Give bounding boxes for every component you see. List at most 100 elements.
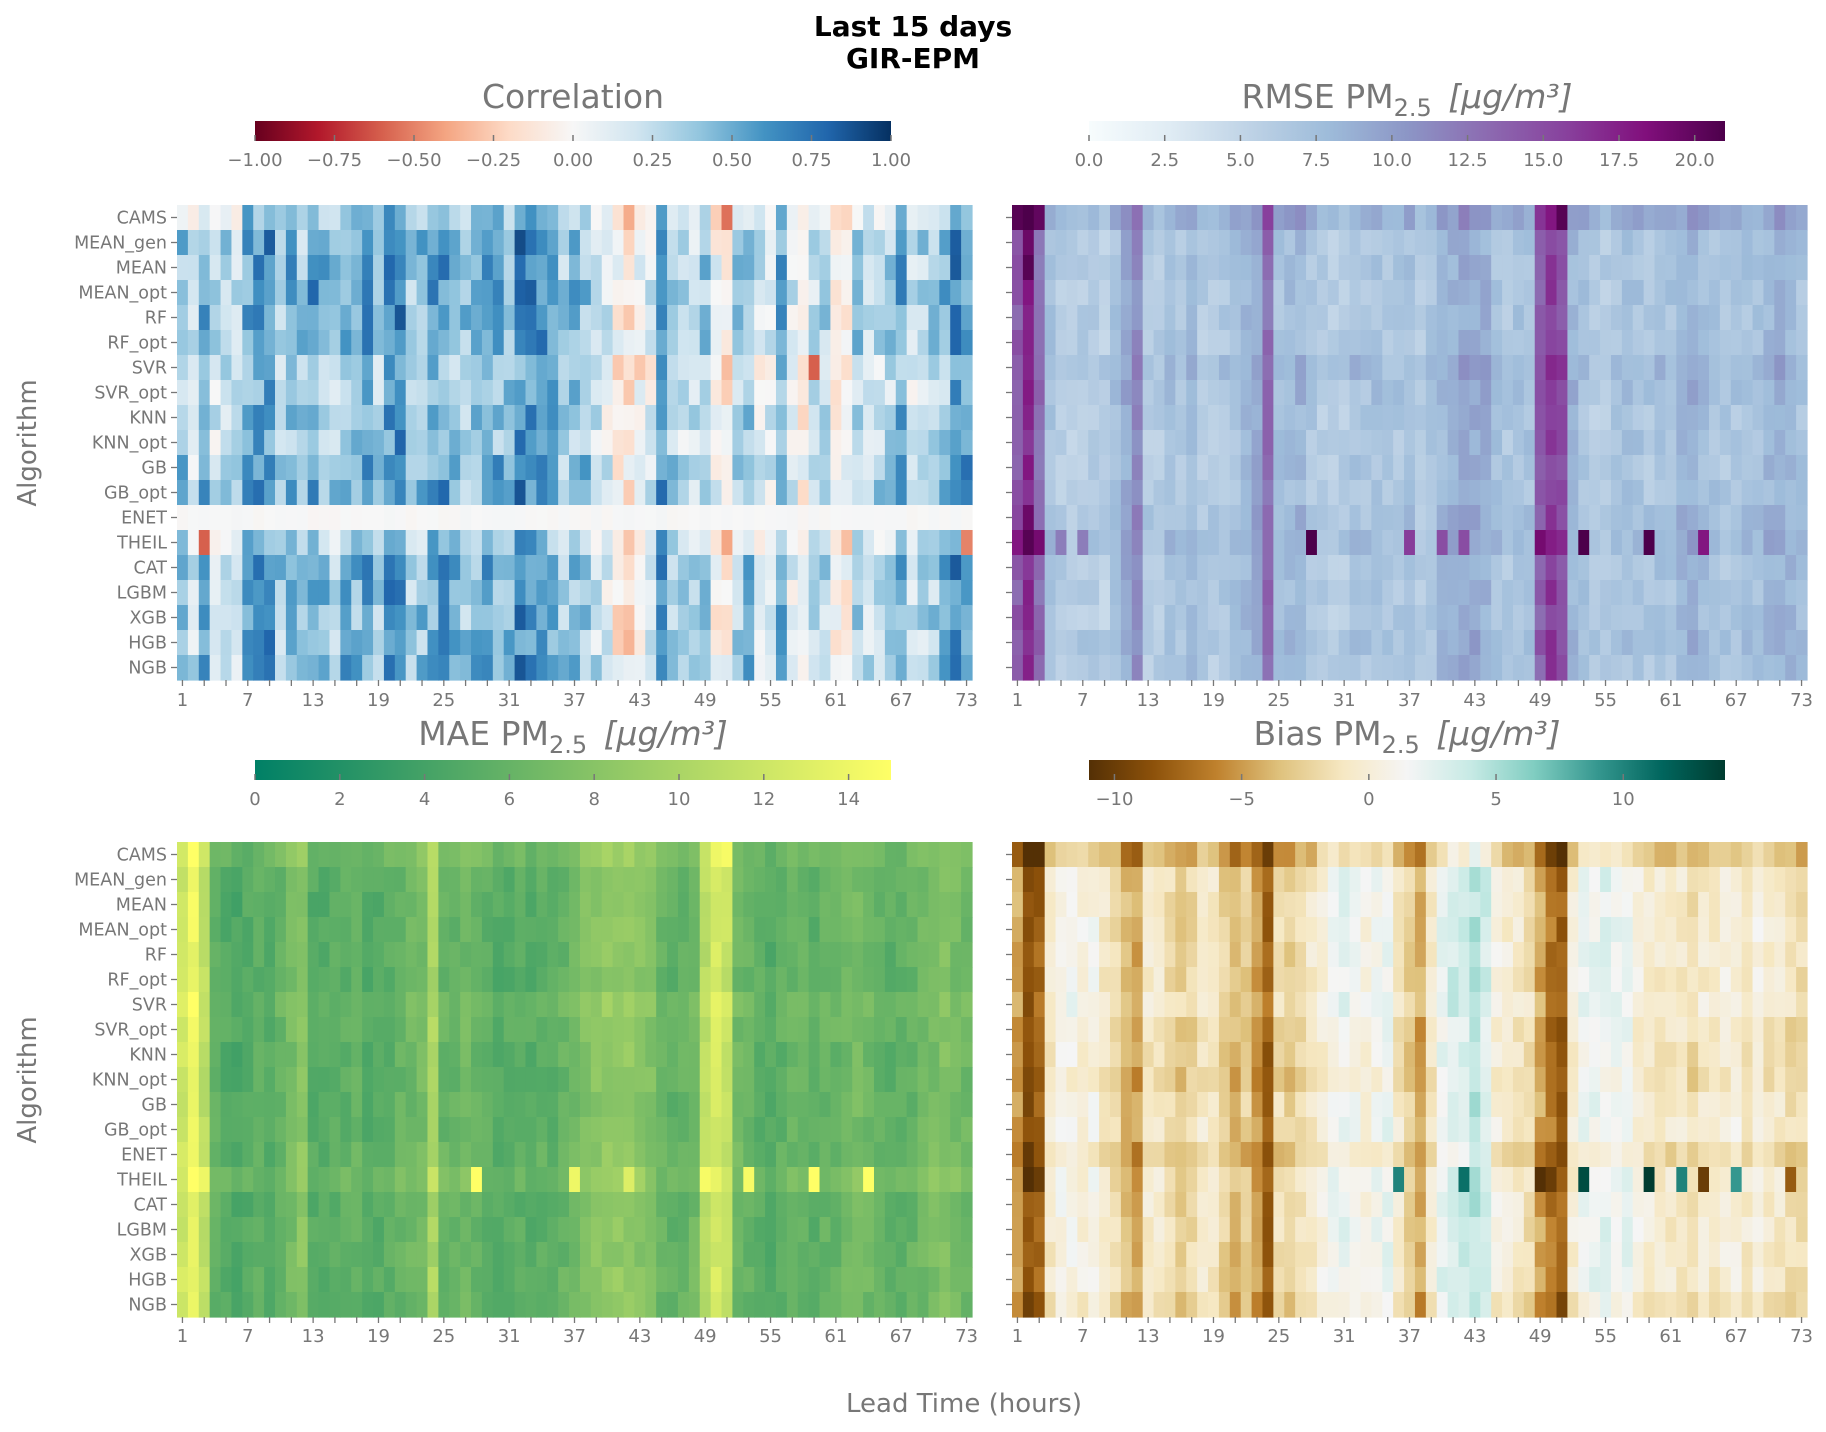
panel-title-rmse: RMSE PM2.5 [μg/m³] xyxy=(1242,77,1573,122)
heatmap-cell xyxy=(1240,405,1253,431)
heatmap-cell xyxy=(1796,655,1808,681)
heatmap-cell xyxy=(1099,992,1111,1018)
heatmap-cell xyxy=(830,380,842,406)
heatmap-cell xyxy=(612,280,625,306)
heatmap-cell xyxy=(884,530,897,556)
heatmap-cell xyxy=(1306,330,1318,356)
heatmap-cell xyxy=(1131,942,1144,968)
heatmap-cell xyxy=(699,1042,712,1068)
heatmap-cell xyxy=(460,555,472,581)
heatmap-cell xyxy=(416,1167,429,1193)
heatmap-cell xyxy=(569,480,581,506)
heatmap-cell xyxy=(351,1017,363,1043)
heatmap-cell xyxy=(1153,405,1166,431)
heatmap-cell xyxy=(481,630,494,656)
heatmap-cell xyxy=(1567,230,1579,256)
heatmap-cell xyxy=(1589,842,1601,868)
heatmap-cell xyxy=(1316,580,1329,606)
heatmap-cell xyxy=(1665,942,1677,968)
heatmap-cell xyxy=(1491,842,1503,868)
heatmap-cell xyxy=(1327,455,1340,481)
heatmap-cell xyxy=(645,842,657,868)
heatmap-cell xyxy=(558,630,570,656)
heatmap-cell xyxy=(950,1267,962,1293)
heatmap-cell xyxy=(884,1017,897,1043)
heatmap-cell xyxy=(1142,255,1155,281)
heatmap-cell xyxy=(1316,505,1329,531)
heatmap-cell xyxy=(754,1242,766,1268)
heatmap-cell xyxy=(1164,867,1176,893)
heatmap-cell xyxy=(1153,892,1166,918)
heatmap-cell xyxy=(808,505,821,531)
heatmap-cell xyxy=(906,1117,919,1143)
heatmap-cell xyxy=(775,580,788,606)
heatmap-cell xyxy=(558,892,570,918)
heatmap-cell xyxy=(1785,605,1797,631)
heatmap-cell xyxy=(1382,330,1394,356)
heatmap-cell xyxy=(187,605,200,631)
heatmap-cell xyxy=(296,917,309,943)
heatmap-cell xyxy=(351,330,363,356)
heatmap-cell xyxy=(1164,205,1176,231)
heatmap-cell xyxy=(1055,555,1068,581)
heatmap-cell xyxy=(481,230,494,256)
heatmap-cell xyxy=(492,255,505,281)
heatmap-cell xyxy=(1502,580,1514,606)
heatmap-cell xyxy=(656,480,668,506)
heatmap-cell xyxy=(699,555,712,581)
heatmap-cell xyxy=(1284,942,1296,968)
heatmap-cell xyxy=(928,255,940,281)
heatmap-cell xyxy=(1229,230,1242,256)
heatmap-cell xyxy=(1578,555,1590,581)
heatmap-cell xyxy=(612,1067,625,1093)
heatmap-cell xyxy=(460,330,472,356)
heatmap-cell xyxy=(1327,892,1340,918)
heatmap-cell xyxy=(1404,605,1416,631)
heatmap-cell xyxy=(1534,230,1547,256)
heatmap-cell xyxy=(525,1092,537,1118)
heatmap-cell xyxy=(558,917,570,943)
heatmap-cell xyxy=(383,530,396,556)
heatmap-cell xyxy=(177,655,189,681)
heatmap-cell xyxy=(1436,205,1449,231)
heatmap-cell xyxy=(383,917,396,943)
heatmap-cell xyxy=(1534,405,1547,431)
heatmap-cell xyxy=(743,205,755,231)
heatmap-cell xyxy=(351,1167,363,1193)
heatmap-cell xyxy=(1371,992,1383,1018)
heatmap-cell xyxy=(1545,280,1558,306)
heatmap-cell xyxy=(231,655,243,681)
heatmap-cell xyxy=(198,630,211,656)
heatmap-cell xyxy=(558,530,570,556)
heatmap-cell xyxy=(1578,917,1590,943)
heatmap-cell xyxy=(1382,505,1394,531)
heatmap-cell xyxy=(1425,380,1438,406)
heatmap-cell xyxy=(438,1192,450,1218)
heatmap-cell xyxy=(873,1167,886,1193)
heatmap-cell xyxy=(819,205,832,231)
heatmap-cell xyxy=(198,330,211,356)
suptitle-line-2: GIR-EPM xyxy=(846,42,980,75)
x-tick-label: 1 xyxy=(177,690,188,711)
heatmap-cell xyxy=(231,505,243,531)
heatmap-cell xyxy=(307,1167,320,1193)
heatmap-cell xyxy=(296,1142,309,1168)
heatmap-cell xyxy=(471,230,483,256)
heatmap-cell xyxy=(503,1092,516,1118)
heatmap-cell xyxy=(209,430,222,456)
heatmap-cell xyxy=(590,655,603,681)
heatmap-cell xyxy=(1741,942,1754,968)
heatmap-cell xyxy=(340,405,352,431)
heatmap-cell xyxy=(1186,530,1198,556)
heatmap-cell xyxy=(645,280,657,306)
heatmap-cell xyxy=(1632,655,1645,681)
heatmap-cell xyxy=(808,380,821,406)
heatmap-cell xyxy=(634,580,646,606)
heatmap-cell xyxy=(1131,255,1144,281)
heatmap-cell xyxy=(296,655,309,681)
heatmap-cell xyxy=(1218,205,1231,231)
heatmap-cell xyxy=(1665,530,1677,556)
heatmap-cell xyxy=(198,1267,211,1293)
heatmap-cell xyxy=(569,1092,581,1118)
heatmap-cell xyxy=(1491,967,1503,993)
